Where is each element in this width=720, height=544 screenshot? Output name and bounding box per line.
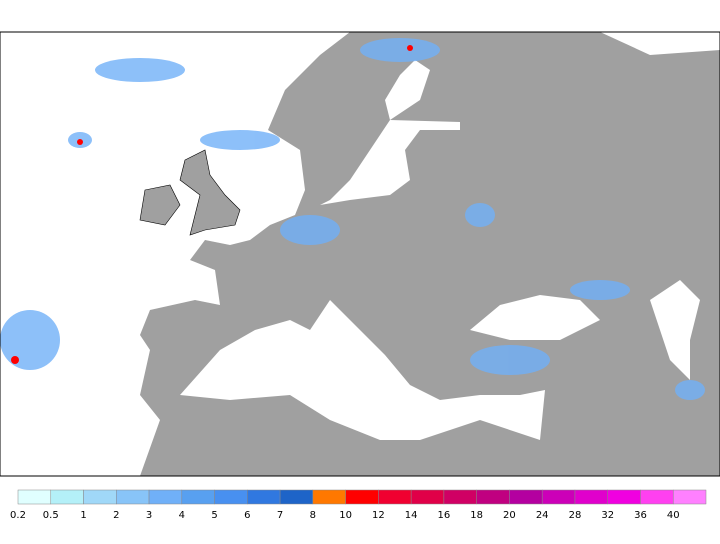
legend-label: 36 [634, 510, 647, 521]
black-sea [470, 295, 600, 340]
color-swatch [509, 489, 543, 505]
legend-label: 18 [470, 510, 483, 521]
color-swatch [607, 489, 641, 505]
caspian [650, 280, 700, 380]
bothnia [385, 60, 430, 120]
color-swatch [181, 489, 215, 505]
legend-label: 32 [601, 510, 614, 521]
precipitation [0, 38, 705, 400]
legend-label: 3 [146, 510, 152, 521]
color-swatch [312, 489, 346, 505]
color-swatch [247, 489, 281, 505]
color-swatch [574, 489, 608, 505]
color-swatch [410, 489, 445, 505]
mediterranean [180, 300, 545, 440]
legend-label: 16 [438, 510, 451, 521]
map [0, 31, 720, 477]
legend-label: 0.5 [43, 510, 59, 521]
legend-label: 0.2 [10, 510, 26, 521]
color-swatch [345, 489, 379, 505]
color-swatch [148, 489, 183, 505]
color-swatch [214, 489, 248, 505]
legend-label: 10 [339, 510, 352, 521]
legend-label: 4 [179, 510, 185, 521]
map-frame [0, 31, 720, 477]
color-swatch [17, 489, 52, 505]
color-swatch [83, 489, 117, 505]
legend-label: 28 [569, 510, 582, 521]
legend-label: 14 [405, 510, 418, 521]
ireland [139, 184, 181, 226]
color-swatch [640, 489, 674, 505]
britain [179, 149, 241, 236]
legend-label: 12 [372, 510, 385, 521]
color-swatch [279, 489, 314, 505]
color-swatch [476, 489, 510, 505]
legend-label: 2 [113, 510, 119, 521]
color-swatch [378, 489, 412, 505]
color-swatch [443, 489, 477, 505]
legend-label: 7 [277, 510, 283, 521]
legend-label: 5 [211, 510, 217, 521]
legend-label: 1 [80, 510, 86, 521]
legend-label: 6 [244, 510, 250, 521]
color-swatch [541, 489, 576, 505]
legend-label: 40 [667, 510, 680, 521]
arctic [600, 32, 720, 55]
legend-label: 8 [310, 510, 316, 521]
color-swatch [50, 489, 84, 505]
color-swatch [672, 489, 707, 505]
color-swatch [116, 489, 150, 505]
colorbar: 0.2 0.5 1 2 3 4 5 6 7 8 10 12 14 16 18 20 24 28 32 36 40 [10, 489, 707, 521]
legend-label: 24 [536, 510, 549, 521]
baltic [320, 120, 460, 205]
legend-label: 20 [503, 510, 516, 521]
